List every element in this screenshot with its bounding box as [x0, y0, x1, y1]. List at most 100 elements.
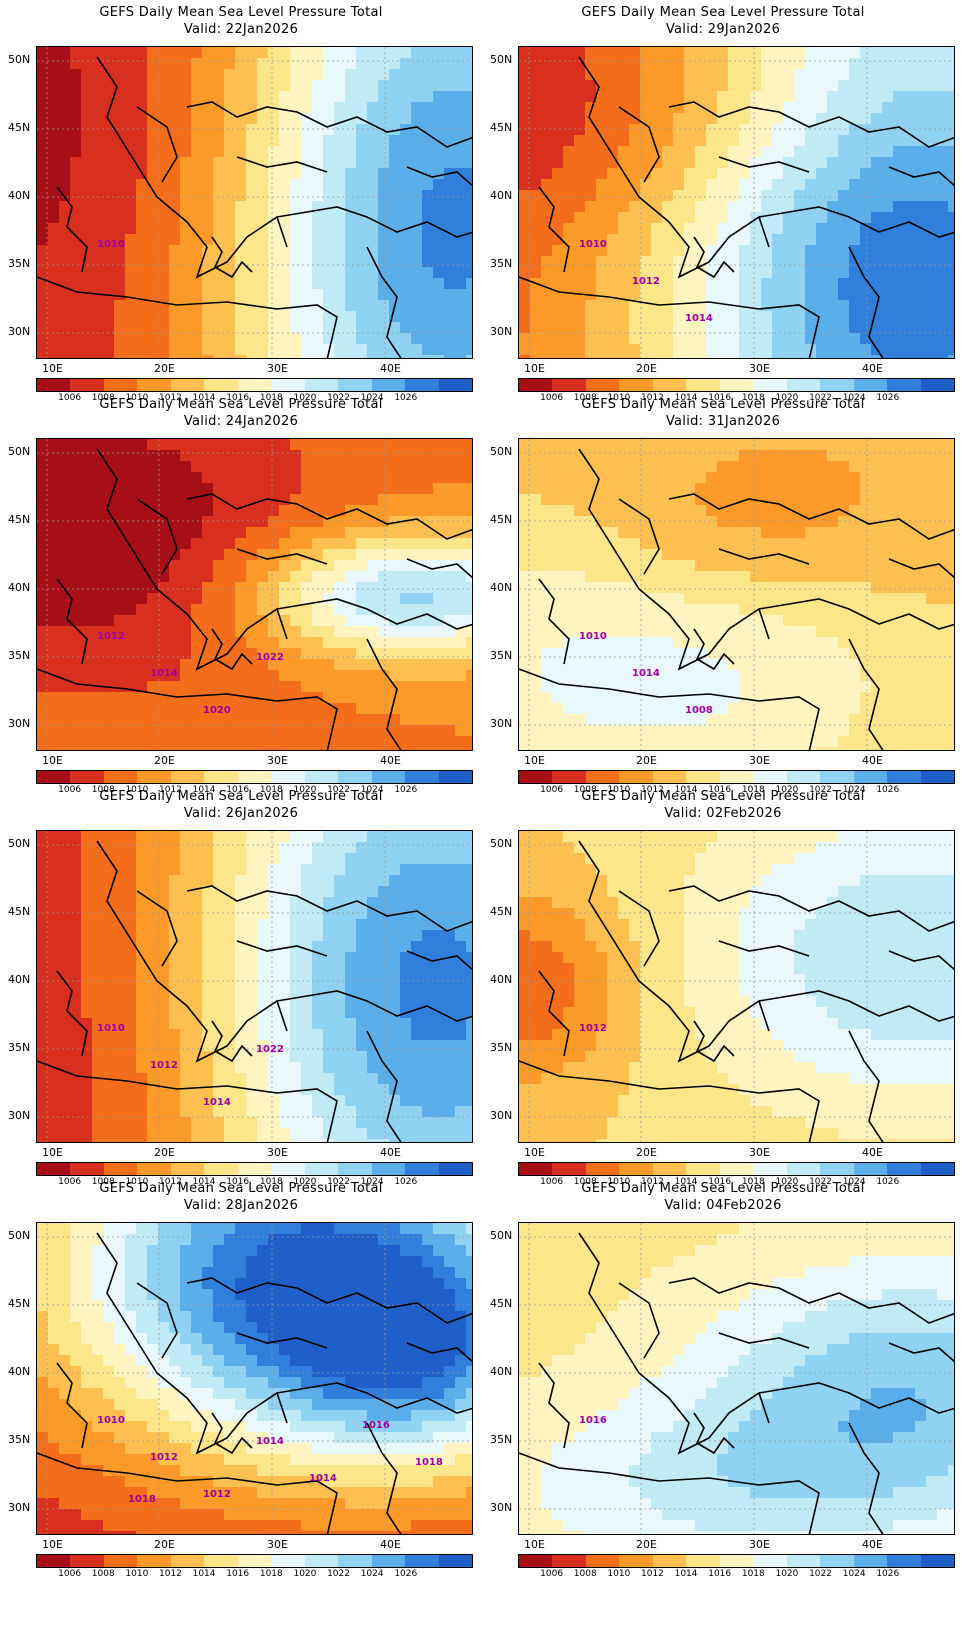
longitude-label: 10E	[42, 754, 63, 767]
colorbar-swatch	[405, 1555, 438, 1567]
panel-valid-date: Valid: 22Jan2026	[0, 22, 482, 37]
colorbar-swatch	[305, 1555, 338, 1567]
colorbar-label: 1008	[574, 1569, 597, 1579]
colorbar-swatch	[552, 379, 585, 391]
colorbar	[36, 770, 473, 784]
latitude-label: 45N	[8, 121, 30, 134]
map-panel-29Jan2026: GEFS Daily Mean Sea Level Pressure Total…	[482, 0, 964, 410]
colorbar-swatch	[586, 379, 619, 391]
isobar-label: 1010	[579, 239, 607, 250]
colorbar-swatch	[405, 771, 438, 783]
latitude-label: 35N	[8, 1041, 30, 1054]
latitude-label: 30N	[490, 1501, 512, 1514]
colorbar-swatch	[405, 1163, 438, 1175]
isobar-label: 1022	[256, 652, 284, 663]
colorbar-swatch	[439, 1555, 472, 1567]
latitude-label: 40N	[490, 189, 512, 202]
panel-valid-date: Valid: 26Jan2026	[0, 806, 482, 821]
colorbar-swatch	[305, 379, 338, 391]
colorbar-swatch	[137, 1163, 170, 1175]
panel-title: GEFS Daily Mean Sea Level Pressure Total	[482, 1181, 964, 1196]
longitude-label: 20E	[636, 1538, 657, 1551]
latitude-label: 45N	[490, 513, 512, 526]
isobar-label: 1010	[97, 239, 125, 250]
colorbar-swatch	[619, 1163, 652, 1175]
longitude-label: 10E	[524, 1146, 545, 1159]
colorbar-swatch	[519, 771, 552, 783]
latitude-label: 35N	[490, 257, 512, 270]
longitude-label: 40E	[862, 362, 883, 375]
colorbar-label: 1026	[394, 1569, 417, 1579]
colorbar-swatch	[820, 1163, 853, 1175]
latitude-label: 30N	[490, 325, 512, 338]
colorbar-swatch	[37, 1555, 70, 1567]
isobar-label: 1014	[203, 1097, 231, 1108]
latitude-label: 35N	[490, 649, 512, 662]
colorbar-swatch	[137, 379, 170, 391]
colorbar-swatch	[338, 1555, 371, 1567]
colorbar-swatch	[854, 1163, 887, 1175]
panel-valid-date: Valid: 28Jan2026	[0, 1198, 482, 1213]
colorbar-swatch	[238, 379, 271, 391]
colorbar-swatch	[653, 379, 686, 391]
colorbar-swatch	[372, 379, 405, 391]
longitude-label: 40E	[862, 1538, 883, 1551]
latitude-label: 50N	[490, 53, 512, 66]
colorbar-swatch	[686, 1163, 719, 1175]
colorbar-label: 1018	[260, 1569, 283, 1579]
colorbar-label: 1024	[361, 1569, 384, 1579]
pressure-map: 1012 1014 1020 1022	[36, 438, 473, 751]
colorbar-swatch	[70, 771, 103, 783]
longitude-label: 40E	[862, 754, 883, 767]
longitude-label: 30E	[749, 362, 770, 375]
colorbar-label: 1016	[708, 1569, 731, 1579]
colorbar-swatch	[204, 1555, 237, 1567]
isobar-label: 1010	[579, 631, 607, 642]
panel-grid: GEFS Daily Mean Sea Level Pressure Total…	[0, 0, 964, 1640]
latitude-label: 40N	[490, 581, 512, 594]
latitude-label: 35N	[8, 1433, 30, 1446]
colorbar-swatch	[619, 1555, 652, 1567]
colorbar-swatch	[854, 771, 887, 783]
isobar-label: 1012	[150, 1060, 178, 1071]
colorbar-swatch	[439, 1163, 472, 1175]
map-panel-24Jan2026: GEFS Daily Mean Sea Level Pressure Total…	[0, 392, 482, 802]
panel-title: GEFS Daily Mean Sea Level Pressure Total	[0, 5, 482, 20]
pressure-map: 1010 1012 1012 1014 1014 1016 1018 1018	[36, 1222, 473, 1535]
colorbar-label: 1010	[607, 1569, 630, 1579]
isobar-label: 1016	[362, 1420, 390, 1431]
panel-title: GEFS Daily Mean Sea Level Pressure Total	[482, 397, 964, 412]
colorbar-label: 1006	[58, 1569, 81, 1579]
isobar-label: 1012	[632, 276, 660, 287]
isobar-label: 1014	[632, 668, 660, 679]
colorbar-swatch	[854, 379, 887, 391]
longitude-label: 10E	[524, 362, 545, 375]
colorbar-swatch	[271, 771, 304, 783]
colorbar-label: 1020	[293, 1569, 316, 1579]
panel-title: GEFS Daily Mean Sea Level Pressure Total	[0, 789, 482, 804]
colorbar-label: 1012	[159, 1569, 182, 1579]
colorbar	[518, 770, 955, 784]
colorbar-swatch	[171, 1163, 204, 1175]
longitude-label: 10E	[524, 1538, 545, 1551]
colorbar-swatch	[653, 1163, 686, 1175]
colorbar-swatch	[372, 771, 405, 783]
longitude-label: 30E	[749, 754, 770, 767]
colorbar-swatch	[104, 1555, 137, 1567]
isobar-label: 1014	[256, 1436, 284, 1447]
latitude-label: 50N	[8, 1229, 30, 1242]
latitude-label: 45N	[8, 1297, 30, 1310]
longitude-label: 40E	[380, 1146, 401, 1159]
colorbar-swatch	[753, 379, 786, 391]
colorbar-swatch	[720, 771, 753, 783]
longitude-label: 40E	[380, 362, 401, 375]
isobar-label: 1014	[309, 1473, 337, 1484]
longitude-label: 20E	[154, 362, 175, 375]
longitude-label: 30E	[749, 1146, 770, 1159]
colorbar-swatch	[653, 771, 686, 783]
longitude-label: 10E	[42, 1146, 63, 1159]
latitude-label: 30N	[8, 717, 30, 730]
longitude-label: 10E	[524, 754, 545, 767]
colorbar-swatch	[171, 771, 204, 783]
colorbar	[518, 1554, 955, 1568]
